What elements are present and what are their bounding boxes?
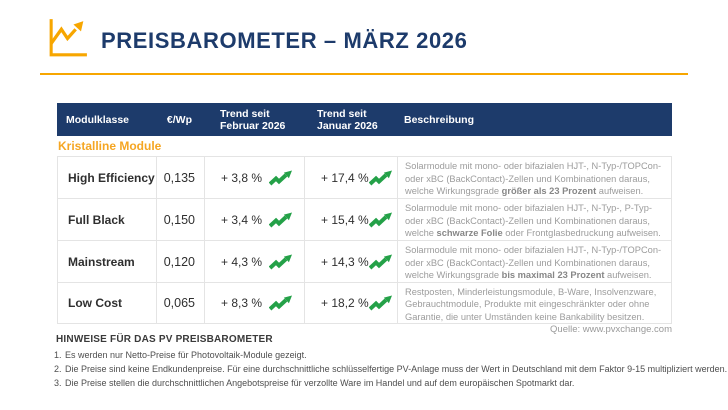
trend-up-arrow-icon	[368, 295, 392, 311]
trend-up-arrow-icon	[368, 254, 392, 269]
table-row: Full Black 0,150 + 3,4 % + 15,4 % Solarm…	[57, 198, 672, 240]
column-header-modulklasse: Modulklasse	[66, 113, 130, 126]
footnote: 3. Die Preise stellen die durchschnittlic…	[54, 378, 575, 388]
trend-februar-cell: + 3,4 %	[204, 199, 304, 240]
price-table: Modulklasse €/Wp Trend seit Februar 2026…	[57, 103, 672, 324]
trend-februar-cell: + 8,3 %	[204, 283, 304, 324]
column-header-trend-februar: Trend seit Februar 2026	[220, 107, 286, 132]
price-value: 0,120	[156, 241, 204, 282]
trend-up-arrow-icon	[269, 170, 292, 185]
trend-up-arrow-icon	[368, 170, 392, 185]
column-header-beschreibung: Beschreibung	[404, 113, 475, 126]
line-chart-with-arrow-icon	[44, 16, 91, 62]
module-class-name: Low Cost	[57, 283, 156, 324]
page-title: PREISBAROMETER – MÄRZ 2026	[101, 28, 468, 53]
module-class-name: High Efficiency	[57, 157, 156, 198]
trend-februar-cell: + 3,8 %	[204, 157, 304, 198]
footnote: 1. Es werden nur Netto-Preise für Photovo…	[54, 350, 307, 360]
header-divider	[40, 73, 688, 75]
trend-februar-cell: + 4,3 %	[204, 241, 304, 282]
section-label-kristalline-module: Kristalline Module	[58, 139, 162, 153]
column-header-price: €/Wp	[166, 113, 192, 126]
price-value: 0,065	[156, 283, 204, 324]
trend-up-arrow-icon	[269, 295, 292, 311]
source-credit: Quelle: www.pvxchange.com	[550, 324, 672, 335]
column-header-trend-januar: Trend seit Januar 2026	[317, 107, 378, 132]
trend-januar-cell: + 14,3 %	[304, 241, 397, 282]
trend-januar-cell: + 15,4 %	[304, 199, 397, 240]
price-value: 0,135	[156, 157, 204, 198]
footnote: 2. Die Preise sind keine Endkundenpreise.…	[54, 364, 728, 374]
module-description: Solarmodule mit mono- oder bifazialen HJ…	[405, 161, 662, 197]
table-row: Mainstream 0,120 + 4,3 % + 14,3 % Solarm…	[57, 240, 672, 282]
table-row: Low Cost 0,065 + 8,3 % + 18,2 % Restpost…	[57, 282, 672, 324]
notes-heading: HINWEISE FÜR DAS PV PREISBAROMETER	[56, 334, 273, 345]
module-class-name: Mainstream	[57, 241, 156, 282]
trend-up-arrow-icon	[269, 212, 292, 227]
trend-up-arrow-icon	[368, 212, 392, 227]
price-value: 0,150	[156, 199, 204, 240]
table-row: High Efficiency 0,135 + 3,8 % + 17,4 % S…	[57, 156, 672, 198]
trend-up-arrow-icon	[269, 254, 292, 269]
module-description: Solarmodule mit mono- oder bifazialen HJ…	[405, 245, 662, 281]
module-description: Solarmodule mit mono- oder bifazialen HJ…	[405, 203, 661, 239]
table-header-row: Modulklasse €/Wp Trend seit Februar 2026…	[57, 103, 672, 136]
trend-januar-cell: + 18,2 %	[304, 283, 397, 324]
trend-januar-cell: + 17,4 %	[304, 157, 397, 198]
module-class-name: Full Black	[57, 199, 156, 240]
module-description: Restposten, Minderleistungsmodule, B-War…	[405, 287, 657, 322]
